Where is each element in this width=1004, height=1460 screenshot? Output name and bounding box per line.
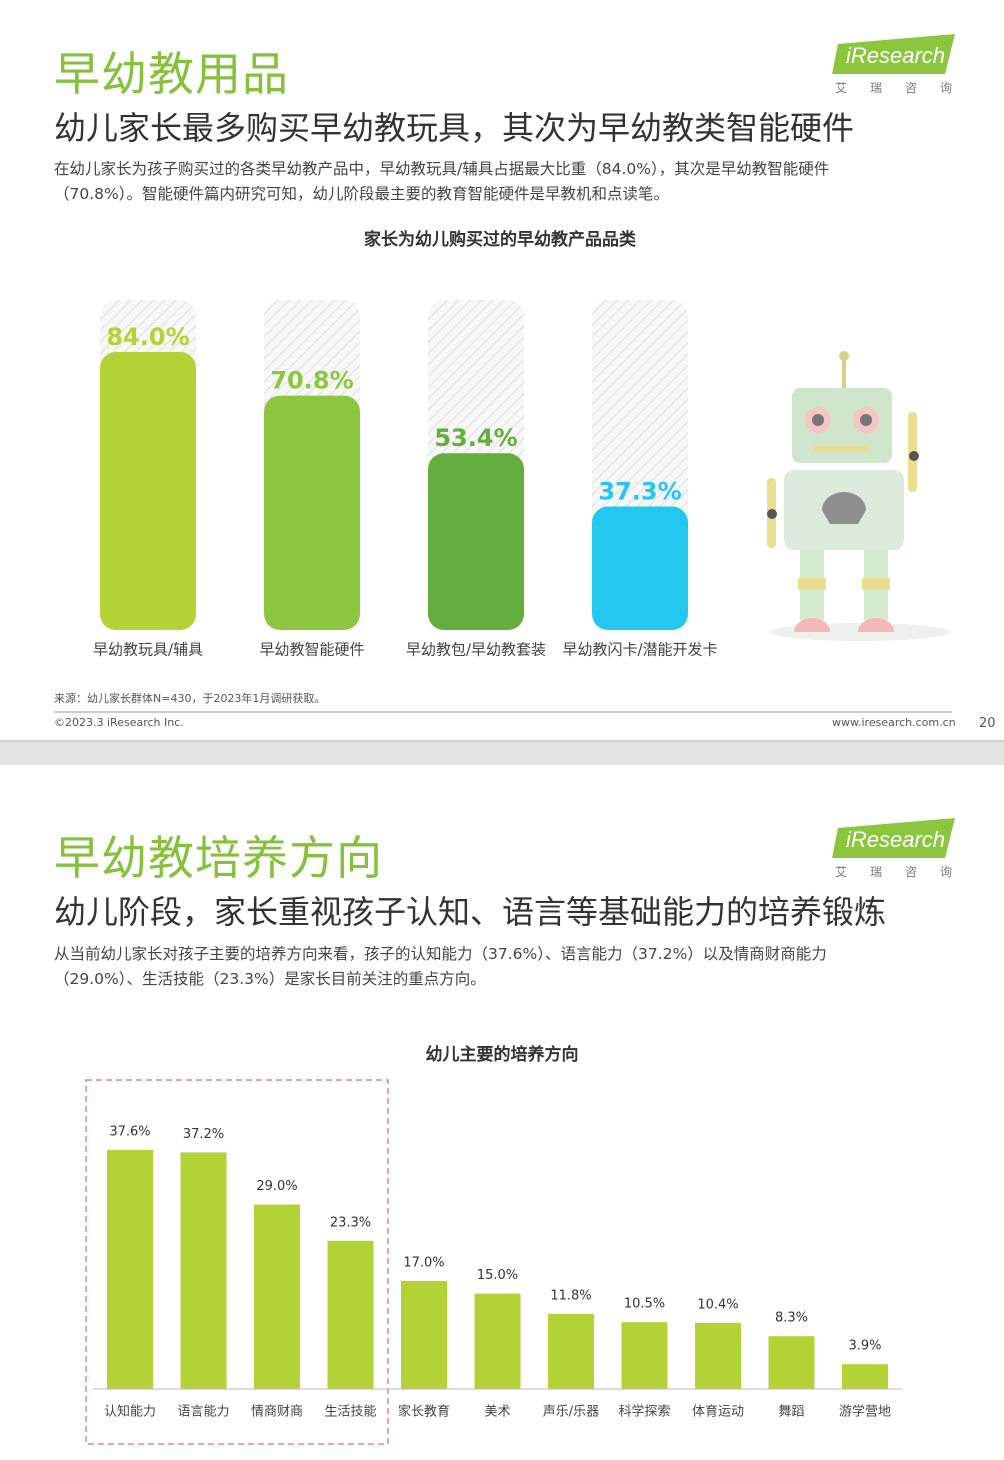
value-label: 23.3% xyxy=(330,1215,371,1230)
value-label: 10.4% xyxy=(697,1297,738,1312)
category-label: 舞蹈 xyxy=(778,1405,804,1420)
bar xyxy=(695,1322,741,1389)
value-label: 37.3% xyxy=(598,478,681,506)
category-label: 体育运动 xyxy=(692,1404,744,1420)
bar xyxy=(264,395,360,630)
value-label: 29.0% xyxy=(256,1179,297,1194)
slide-title: 早幼教用品 xyxy=(54,47,289,101)
bar xyxy=(107,1149,153,1389)
bar xyxy=(180,1152,227,1389)
value-label: 11.8% xyxy=(550,1288,591,1303)
category-label: 科学探索 xyxy=(618,1404,670,1420)
bar xyxy=(474,1293,521,1389)
category-label: 语言能力 xyxy=(177,1405,229,1420)
value-label: 70.8% xyxy=(270,367,353,395)
slide-subtitle: 幼儿阶段，家长重视孩子认知、语言等基础能力的培养锻炼 xyxy=(54,893,887,931)
category-label: 美术 xyxy=(484,1405,510,1420)
value-label: 10.5% xyxy=(624,1297,665,1312)
value-label: 37.6% xyxy=(109,1124,150,1139)
slide-title: 早幼教培养方向 xyxy=(54,831,383,885)
value-label: 53.4% xyxy=(434,424,517,452)
category-label: 情商财商 xyxy=(251,1405,303,1420)
page-number: 20 xyxy=(979,716,996,731)
bar xyxy=(842,1364,888,1389)
logo-chinese: 艾瑞咨询 xyxy=(835,865,976,879)
logo-text: iResearch xyxy=(846,43,946,68)
slide-separator xyxy=(0,740,1004,765)
chart-title: 幼儿主要的培养方向 xyxy=(426,1044,579,1065)
bar xyxy=(327,1240,374,1389)
chart-title: 家长为幼儿购买过的早幼教产品品类 xyxy=(364,229,637,250)
category-label: 早幼教包/早幼教套装 xyxy=(406,641,546,659)
bar xyxy=(592,506,688,630)
copyright: ©2023.3 iResearch Inc. xyxy=(54,716,184,729)
category-label: 认知能力 xyxy=(104,1404,156,1420)
category-label: 家长教育 xyxy=(398,1404,450,1420)
bar xyxy=(401,1280,447,1389)
category-label: 生活技能 xyxy=(324,1405,376,1420)
category-label: 声乐/乐器 xyxy=(543,1405,599,1420)
bar xyxy=(768,1336,815,1389)
value-label: 37.2% xyxy=(183,1127,224,1142)
bar xyxy=(548,1313,594,1389)
category-label: 早幼教智能硬件 xyxy=(259,641,364,659)
bar xyxy=(428,453,524,630)
slide-body: 从当前幼儿家长对孩子主要的培养方向来看，孩子的认知能力（37.6%）、语言能力（… xyxy=(54,945,827,988)
value-label: 15.0% xyxy=(477,1268,518,1283)
bar xyxy=(621,1322,668,1389)
bar xyxy=(100,351,196,630)
category-label: 早幼教闪卡/潜能开发卡 xyxy=(562,641,717,659)
value-label: 84.0% xyxy=(106,323,189,351)
category-label: 早幼教玩具/辅具 xyxy=(93,641,203,659)
value-label: 8.3% xyxy=(775,1311,808,1326)
robot-illustration xyxy=(767,351,950,641)
website: www.iresearch.com.cn xyxy=(832,716,956,729)
value-label: 17.0% xyxy=(403,1255,444,1270)
logo-chinese: 艾瑞咨询 xyxy=(835,81,976,95)
source-note: 来源：幼儿家长群体N=430，于2023年1月调研获取。 xyxy=(54,692,326,705)
logo-badge xyxy=(832,34,955,858)
logo-text: iResearch xyxy=(846,827,946,852)
bar xyxy=(254,1204,300,1389)
category-label: 游学营地 xyxy=(839,1404,891,1420)
highlight-box xyxy=(85,1079,389,1445)
value-label: 3.9% xyxy=(848,1339,881,1354)
slide-body: 在幼儿家长为孩子购买过的各类早幼教产品中，早幼教玩具/辅具占据最大比重（84.0… xyxy=(54,160,830,203)
slide-subtitle: 幼儿家长最多购买早幼教玩具，其次为早幼教类智能硬件 xyxy=(54,109,855,147)
